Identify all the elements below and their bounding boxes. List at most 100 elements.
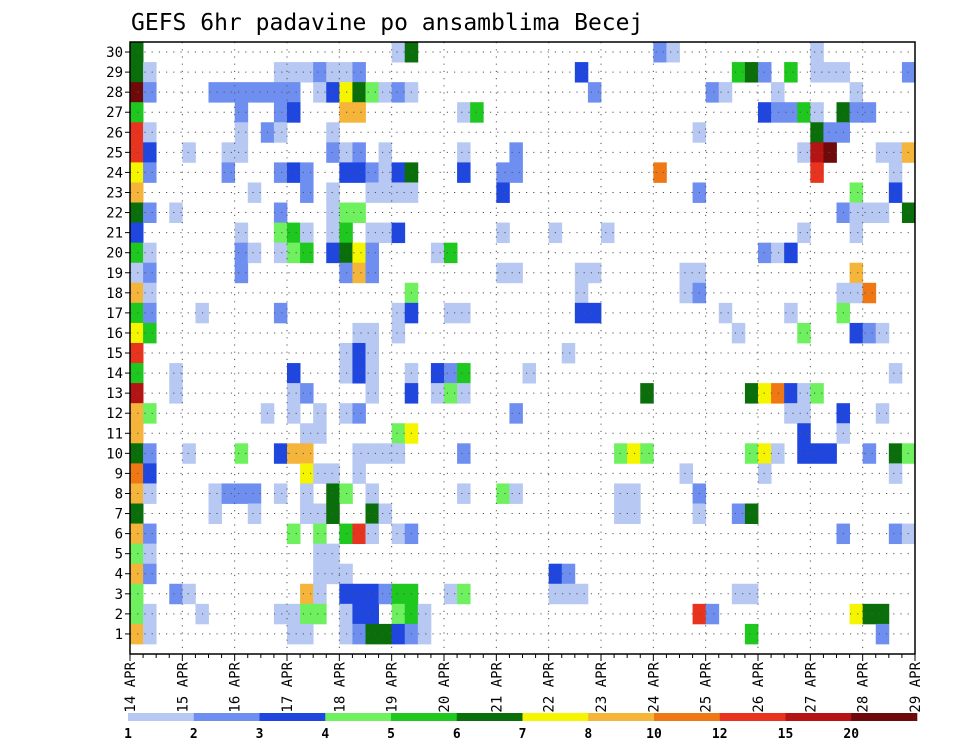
heatmap-cell: [614, 483, 628, 504]
colorbar-label: 2: [190, 727, 198, 742]
heatmap-cell: [130, 543, 144, 565]
heatmap-cell: [391, 42, 406, 63]
heatmap-cell: [823, 122, 837, 143]
heatmap-cell: [143, 202, 157, 223]
x-tick-label: 29 APR: [908, 661, 924, 712]
colorbar-label: 3: [256, 727, 264, 742]
y-tick-label: 22: [106, 206, 123, 222]
heatmap-cell: [391, 603, 406, 625]
y-tick-label: 7: [115, 507, 123, 523]
heatmap-cell: [430, 383, 445, 404]
heatmap-cell: [273, 603, 288, 625]
heatmap-cell: [391, 423, 406, 444]
heatmap-cell: [130, 122, 144, 143]
heatmap-cell: [731, 322, 746, 344]
heatmap-cell: [496, 262, 510, 284]
heatmap-cell: [287, 443, 301, 464]
x-tick-label: 21 APR: [489, 661, 505, 712]
y-tick-label: 18: [106, 286, 123, 302]
heatmap-cell: [849, 262, 864, 284]
heatmap-cell: [143, 142, 157, 163]
heatmap-cell: [208, 483, 222, 504]
heatmap-cell: [300, 162, 314, 183]
heatmap-cell: [234, 242, 249, 264]
heatmap-cell: [247, 182, 262, 203]
heatmap-cell: [365, 483, 379, 504]
heatmap-cell: [169, 383, 183, 404]
heatmap-cell: [391, 82, 406, 103]
x-tick-label: 15 APR: [175, 661, 191, 712]
heatmap-cell: [326, 563, 340, 585]
heatmap-cell: [627, 443, 641, 464]
y-tick-label: 20: [106, 246, 123, 262]
heatmap-cell: [718, 82, 733, 103]
heatmap-cell: [470, 102, 484, 123]
colorbar-swatch: [456, 713, 523, 721]
heatmap-cell: [273, 62, 288, 83]
x-axis: 14 APR 15 APR 16 APR 17 APR 18 APR 19 APR 20 A…: [123, 654, 924, 713]
heatmap-cell: [810, 142, 824, 163]
heatmap-cell: [130, 363, 144, 384]
heatmap-cell: [352, 262, 366, 284]
y-tick-label: 26: [106, 125, 123, 141]
heatmap-cell: [378, 583, 393, 605]
colorbar-label: 15: [778, 727, 794, 742]
heatmap-cell: [457, 102, 471, 123]
y-tick-label: 8: [115, 486, 123, 502]
heatmap-cell: [797, 142, 811, 163]
heatmap-cell: [810, 122, 824, 143]
heatmap-cell: [391, 523, 406, 545]
heatmap-cell: [287, 82, 301, 103]
heatmap-cell: [365, 443, 379, 464]
heatmap-cell: [457, 162, 471, 183]
heatmap-cell: [862, 202, 877, 223]
heatmap-cell: [326, 82, 340, 103]
heatmap-cell: [810, 443, 824, 464]
heatmap-cell: [130, 102, 144, 123]
heatmap-cell: [352, 463, 366, 484]
heatmap-cell: [444, 242, 458, 264]
heatmap-cell: [784, 383, 798, 404]
heatmap-cell: [313, 563, 327, 585]
colorbar-swatch: [851, 713, 918, 721]
heatmap-cell: [143, 162, 157, 183]
heatmap-cell: [378, 82, 393, 103]
y-tick-label: 13: [106, 386, 123, 402]
y-tick-label: 2: [115, 607, 123, 623]
heatmap-cell: [130, 403, 144, 424]
heatmap-cell: [378, 142, 393, 163]
heatmap-cell: [143, 463, 157, 484]
heatmap-cell: [300, 242, 314, 264]
heatmap-cell: [810, 42, 824, 63]
heatmap-cell: [221, 142, 236, 163]
heatmap-cell: [457, 443, 471, 464]
y-tick-label: 4: [115, 567, 123, 583]
heatmap-cell: [130, 342, 144, 364]
heatmap-cell: [574, 302, 589, 324]
y-tick-label: 28: [106, 85, 123, 101]
heatmap-cell: [313, 62, 327, 83]
heatmap-cell: [130, 162, 144, 183]
heatmap-cell: [457, 302, 471, 324]
heatmap-cell: [352, 623, 366, 645]
heatmap-cell: [221, 483, 236, 504]
x-tick-label: 16 APR: [228, 661, 244, 712]
colorbar-swatch: [785, 713, 852, 721]
heatmap-cell: [875, 403, 890, 424]
heatmap-cell: [130, 383, 144, 404]
heatmap-cell: [614, 443, 628, 464]
heatmap-cell: [287, 383, 301, 404]
colorbar-label: 1: [124, 727, 132, 742]
heatmap-cell: [130, 42, 144, 63]
heatmap-cell: [391, 182, 406, 203]
heatmap-cell: [300, 623, 314, 645]
heatmap-cell: [378, 443, 393, 464]
heatmap-cell: [130, 62, 144, 83]
heatmap-cell: [744, 62, 759, 83]
heatmap-cell: [457, 483, 471, 504]
heatmap-cell: [771, 242, 785, 264]
x-tick-label: 18 APR: [332, 661, 348, 712]
heatmap-cell: [143, 603, 157, 625]
heatmap-cell: [430, 242, 445, 264]
heatmap-cell: [287, 62, 301, 83]
